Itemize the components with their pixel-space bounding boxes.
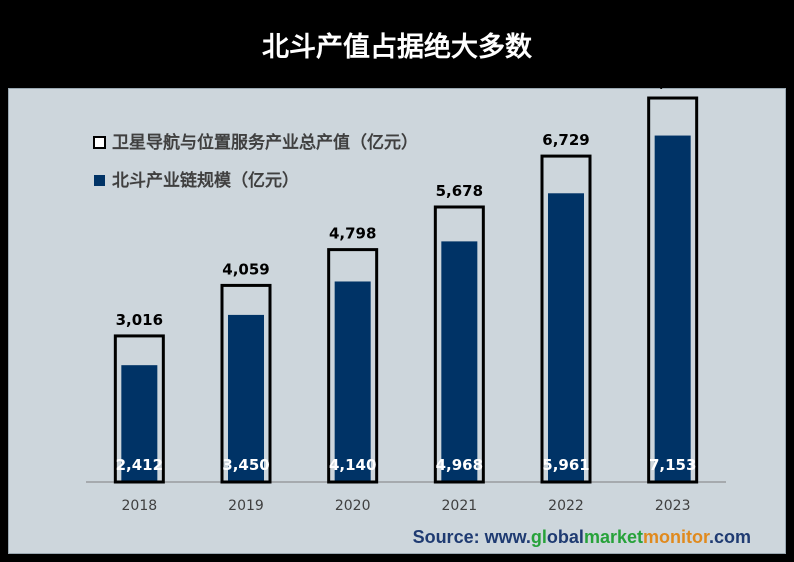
x-tick-label-2023: 2023 [655, 498, 691, 514]
data-label-beidou-2018: 2,412 [116, 456, 163, 474]
x-tick-label-2021: 2021 [442, 498, 478, 514]
x-tick-label-2020: 2020 [335, 498, 371, 514]
legend-label-total: 卫星导航与位置服务产业总产值（亿元） [112, 132, 418, 153]
bar-outline-2022 [540, 154, 592, 484]
bar-outline-2023 [647, 96, 699, 484]
data-label-beidou-2023: 7,153 [649, 456, 696, 474]
data-label-total-2019: 4,059 [222, 260, 269, 278]
bar-fill-2020 [334, 281, 371, 482]
bar-outline-2018 [113, 334, 165, 484]
bar-outline-2019 [220, 283, 272, 484]
bar-fill-2023 [654, 135, 691, 482]
bar-fill-2022 [548, 193, 584, 482]
bar-fill-2021 [441, 241, 478, 482]
title-bar: 北斗产值占据绝大多数 [0, 0, 794, 88]
x-tick-label-2019: 2019 [228, 498, 264, 514]
data-label-beidou-2019: 3,450 [222, 456, 269, 474]
source-note: Source: www.globalmarketmonitor.com [412, 527, 751, 547]
x-tick-label-2022: 2022 [548, 498, 584, 514]
data-label-beidou-2021: 4,968 [436, 456, 483, 474]
data-label-total-2022: 6,729 [542, 131, 589, 149]
bar-fill-2018 [121, 365, 158, 482]
legend-label-beidou: 北斗产业链规模（亿元） [112, 170, 299, 191]
data-label-total-2021: 5,678 [436, 182, 483, 200]
x-tick-label-2018: 2018 [122, 498, 158, 514]
data-label-beidou-2022: 5,961 [542, 456, 589, 474]
bar-outline-2020 [327, 248, 379, 484]
bar-outline-2021 [433, 205, 485, 484]
page-title: 北斗产值占据绝大多数 [262, 31, 532, 63]
data-label-total-2018: 3,016 [116, 311, 163, 329]
bar-fill-2019 [228, 314, 264, 482]
legend-swatch-total [93, 136, 106, 149]
legend-swatch-beidou [94, 175, 105, 186]
data-label-beidou-2020: 4,140 [329, 456, 376, 474]
data-label-total-2023: 7,928 [649, 73, 696, 91]
data-label-total-2020: 4,798 [329, 225, 376, 243]
